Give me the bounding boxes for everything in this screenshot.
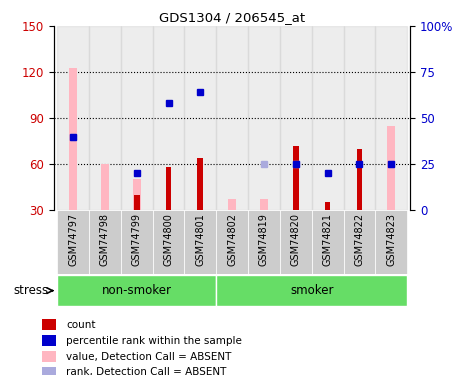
Bar xyxy=(42,351,56,362)
Bar xyxy=(42,367,56,375)
Text: GSM74797: GSM74797 xyxy=(68,213,78,266)
Bar xyxy=(343,210,375,274)
Bar xyxy=(121,26,152,210)
Bar xyxy=(152,26,184,210)
Text: GSM74800: GSM74800 xyxy=(164,213,174,266)
Text: GSM74821: GSM74821 xyxy=(323,213,333,266)
Bar xyxy=(280,210,312,274)
Bar xyxy=(248,26,280,210)
Bar xyxy=(312,210,343,274)
Text: smoker: smoker xyxy=(290,284,333,297)
Text: percentile rank within the sample: percentile rank within the sample xyxy=(67,336,242,346)
Bar xyxy=(356,149,363,210)
Bar xyxy=(121,210,152,274)
Bar xyxy=(260,199,268,210)
Bar xyxy=(184,210,216,274)
Text: non-smoker: non-smoker xyxy=(102,284,172,297)
Bar xyxy=(57,210,89,274)
Bar xyxy=(343,26,375,210)
Bar xyxy=(184,26,216,210)
Bar xyxy=(197,158,203,210)
Bar xyxy=(375,210,407,274)
Text: GSM74799: GSM74799 xyxy=(132,213,142,266)
Text: GSM74822: GSM74822 xyxy=(355,213,364,266)
Text: GSM74801: GSM74801 xyxy=(195,213,205,266)
Bar xyxy=(216,26,248,210)
Bar xyxy=(280,26,312,210)
Text: stress: stress xyxy=(13,284,48,297)
Bar xyxy=(89,210,121,274)
Bar xyxy=(101,164,109,210)
Bar xyxy=(134,195,140,210)
Bar xyxy=(375,26,407,210)
Bar xyxy=(325,202,331,210)
Text: GSM74823: GSM74823 xyxy=(386,213,396,266)
Bar xyxy=(57,26,89,210)
Text: GSM74802: GSM74802 xyxy=(227,213,237,266)
Title: GDS1304 / 206545_at: GDS1304 / 206545_at xyxy=(159,11,305,24)
Text: count: count xyxy=(67,320,96,330)
Bar xyxy=(89,26,121,210)
Text: GSM74820: GSM74820 xyxy=(291,213,301,266)
Bar xyxy=(133,179,141,210)
Bar xyxy=(228,199,236,210)
Bar xyxy=(42,319,56,330)
Bar xyxy=(248,210,280,274)
Text: GSM74819: GSM74819 xyxy=(259,213,269,266)
Text: rank, Detection Call = ABSENT: rank, Detection Call = ABSENT xyxy=(67,368,227,375)
Bar xyxy=(387,126,395,210)
Text: value, Detection Call = ABSENT: value, Detection Call = ABSENT xyxy=(67,351,232,361)
Bar xyxy=(57,275,216,306)
Text: GSM74798: GSM74798 xyxy=(100,213,110,266)
Bar xyxy=(293,146,299,210)
Bar xyxy=(312,26,343,210)
Bar xyxy=(166,167,171,210)
Bar xyxy=(42,335,56,346)
Bar xyxy=(216,275,407,306)
Bar xyxy=(69,68,77,210)
Bar xyxy=(216,210,248,274)
Bar xyxy=(152,210,184,274)
